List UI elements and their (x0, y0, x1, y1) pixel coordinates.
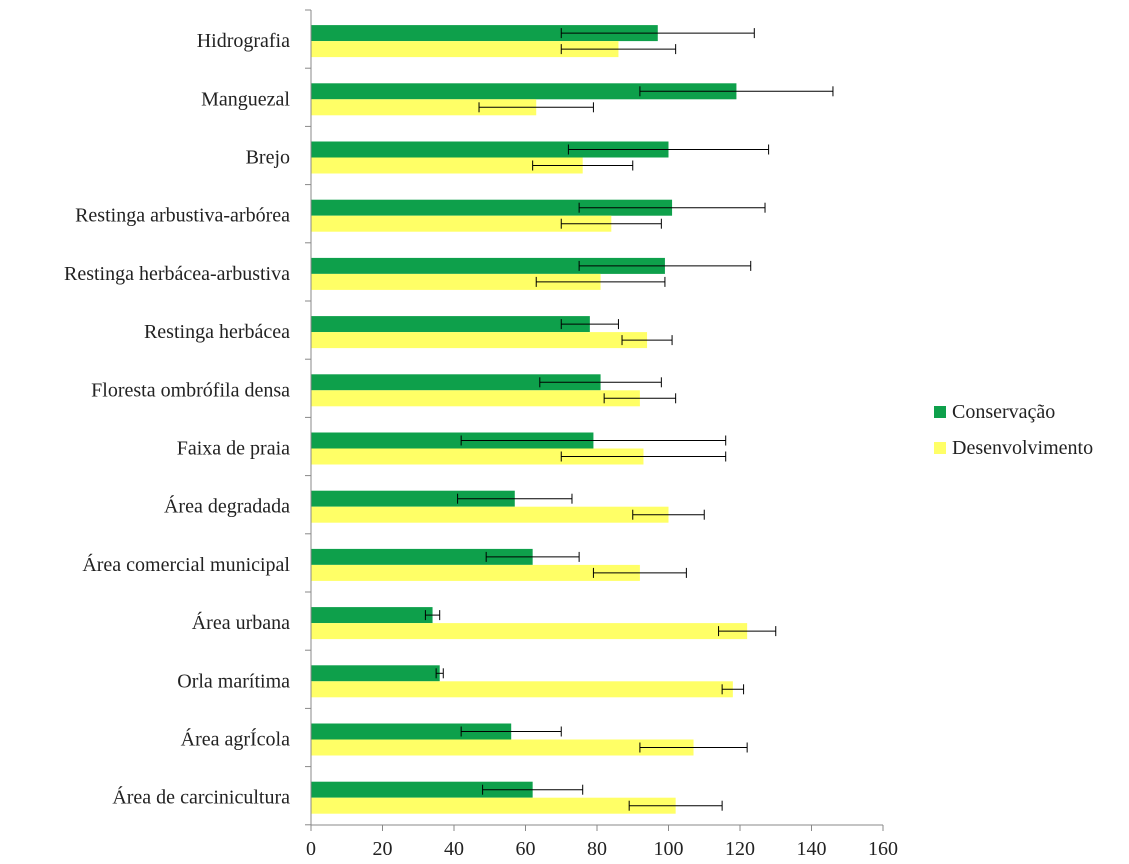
category-label: Área agrÍcola (181, 728, 290, 751)
bar-desenvolvimento (311, 739, 694, 756)
error-bar-desenvolvimento (478, 102, 594, 113)
legend-swatch-conservacao (934, 406, 946, 418)
x-tick-label: 140 (797, 838, 827, 860)
error-bar-desenvolvimento (718, 626, 777, 637)
x-tick-label: 120 (725, 838, 755, 860)
error-bar-conservacao (485, 551, 580, 562)
error-bar-conservacao (560, 28, 755, 39)
legend-label-conservacao: Conservação (952, 401, 1055, 423)
category-label: Área de carcinicultura (112, 786, 290, 809)
error-bar-desenvolvimento (592, 567, 687, 578)
bar-desenvolvimento (311, 390, 640, 407)
category-label: Brejo (246, 147, 290, 169)
bar-desenvolvimento (311, 273, 601, 290)
bar-conservacao (311, 199, 673, 216)
bar-conservacao (311, 665, 440, 682)
bar-desenvolvimento (311, 564, 640, 581)
x-tick-label: 100 (654, 838, 684, 860)
bar-conservacao (311, 316, 590, 333)
bar-desenvolvimento (311, 623, 748, 640)
legend-label-desenvolvimento: Desenvolvimento (952, 437, 1093, 459)
bar-desenvolvimento (311, 797, 676, 814)
bar-desenvolvimento (311, 332, 648, 349)
axes-layer: 0 20 40 60 80 100 120 140 160 (305, 9, 898, 860)
bar-conservacao (311, 781, 533, 798)
category-label: Floresta ombrófila densa (91, 379, 290, 401)
legend-swatch-desenvolvimento (934, 442, 946, 454)
x-tick-label: 40 (444, 838, 464, 860)
error-bars-layer (424, 28, 834, 811)
x-tick-label: 160 (868, 838, 898, 860)
error-bar-conservacao (460, 726, 562, 737)
bar-conservacao (311, 607, 433, 624)
error-bar-desenvolvimento (628, 800, 723, 811)
category-label: Área comercial municipal (82, 553, 290, 576)
error-bar-conservacao (457, 493, 573, 504)
category-label: Hidrografia (197, 30, 290, 52)
category-label: Restinga herbácea (144, 321, 290, 343)
error-bar-desenvolvimento (560, 451, 727, 462)
category-label: Restinga herbácea-arbustiva (64, 263, 290, 285)
error-bar-conservacao (539, 377, 662, 388)
x-tick-label: 0 (306, 838, 316, 860)
error-bar-conservacao (435, 668, 444, 679)
error-bar-desenvolvimento (535, 276, 666, 287)
category-label: Restinga arbustiva-arbórea (75, 205, 290, 227)
bar-desenvolvimento (311, 99, 537, 116)
bar-desenvolvimento (311, 157, 583, 174)
error-bar-desenvolvimento (721, 684, 745, 695)
error-bar-conservacao (560, 319, 619, 330)
error-bar-desenvolvimento (632, 509, 705, 520)
bar-conservacao (311, 374, 601, 391)
error-bar-desenvolvimento (639, 742, 748, 753)
error-bar-conservacao (639, 86, 834, 97)
error-bar-conservacao (424, 610, 441, 621)
x-tick-label: 60 (516, 838, 536, 860)
category-label: Área degradada (164, 495, 290, 518)
bar-conservacao (311, 432, 594, 449)
category-label: Orla marítima (177, 670, 290, 692)
error-bar-conservacao (482, 784, 584, 795)
category-label: Área urbana (192, 611, 290, 634)
error-bar-conservacao (567, 144, 770, 155)
category-label: Faixa de praia (177, 438, 290, 460)
bar-conservacao (311, 548, 533, 565)
error-bar-desenvolvimento (532, 160, 634, 171)
category-label: Manguezal (201, 88, 290, 110)
error-bar-conservacao (578, 260, 752, 271)
bar-desenvolvimento (311, 506, 669, 523)
category-labels-layer: Hidrografia Manguezal Brejo Restinga arbust… (64, 30, 290, 809)
bar-desenvolvimento (311, 41, 619, 58)
error-bar-desenvolvimento (603, 393, 677, 404)
x-tick-label: 80 (587, 838, 607, 860)
bar-conservacao (311, 141, 669, 158)
x-tick-label: 20 (373, 838, 393, 860)
error-bar-desenvolvimento (560, 218, 662, 229)
error-bar-desenvolvimento (560, 44, 677, 55)
bar-conservacao (311, 257, 665, 274)
error-bar-conservacao (578, 202, 766, 213)
bar-desenvolvimento (311, 448, 644, 465)
error-bar-conservacao (460, 435, 727, 446)
bar-conservacao (311, 83, 737, 100)
bar-desenvolvimento (311, 215, 612, 232)
bar-conservacao (311, 490, 515, 507)
legend: Conservação Desenvolvimento (934, 401, 1093, 459)
error-bar-desenvolvimento (621, 335, 673, 346)
bar-desenvolvimento (311, 681, 733, 698)
bars-layer (311, 25, 748, 814)
bar-conservacao (311, 25, 658, 42)
